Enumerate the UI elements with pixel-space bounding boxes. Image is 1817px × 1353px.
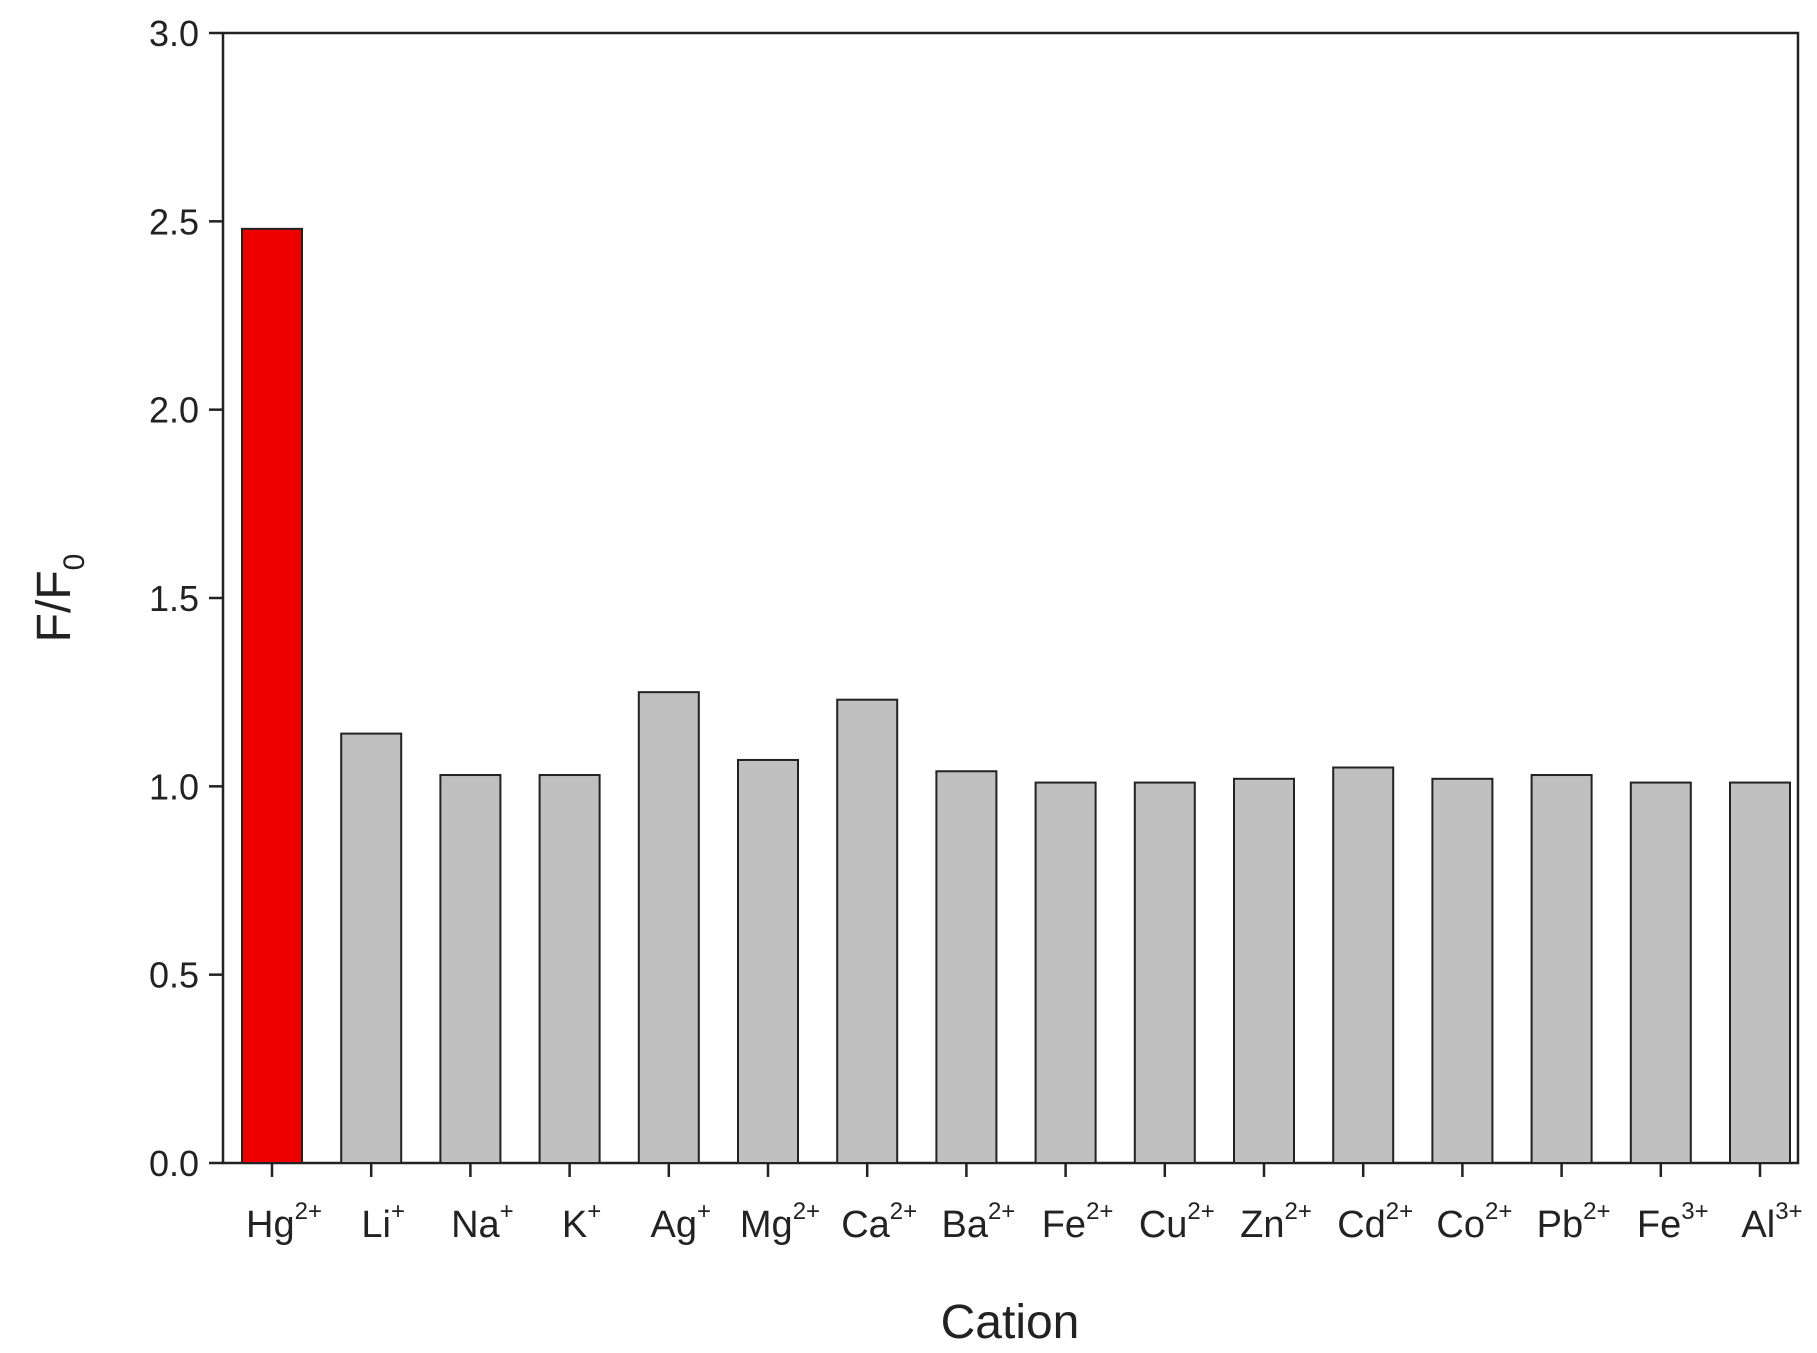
x-tick-label-charge: + [391,1198,405,1225]
x-tick-label: Na+ [451,1198,514,1246]
bar [836,698,899,1164]
bar [241,227,303,1165]
bar [737,758,799,1164]
bar [1431,777,1494,1164]
x-tick-label-base: Na [451,1204,500,1246]
y-tick-label: 0.0 [149,1143,199,1184]
x-tick-label-charge: 2+ [890,1198,917,1225]
x-tick-label-base: Cu [1139,1204,1188,1246]
x-tick-label-base: Ca [841,1204,890,1246]
x-tick-label-charge: + [587,1198,601,1225]
x-tick-label: Cd2+ [1337,1198,1413,1246]
x-axis-title: Cation [941,1296,1080,1349]
x-tick-label-base: Hg [246,1204,295,1246]
x-tick-label: Fe2+ [1042,1198,1114,1246]
x-tick-label-base: Zn [1240,1204,1284,1246]
y-axis-title: F/F0 [28,554,91,643]
y-axis-title-main: F/F [28,570,81,642]
x-tick-label-charge: 2+ [988,1198,1015,1225]
x-tick-label: Ca2+ [841,1198,917,1246]
bars [241,227,1791,1165]
x-tick-label: Pb2+ [1537,1198,1611,1246]
x-tick-label-base: Co [1436,1204,1485,1246]
x-tick-label-charge: 2+ [1086,1198,1113,1225]
x-tick-label-base: Mg [740,1204,793,1246]
x-tick-label-base: Fe [1042,1204,1086,1246]
x-tick-label-base: Ag [651,1204,697,1246]
bar [1332,766,1395,1164]
x-tick-label-base: Fe [1637,1204,1681,1246]
x-tick-label: Ba2+ [941,1198,1015,1246]
x-tick-label-charge: 2+ [793,1198,820,1225]
x-tick-label: Al3+ [1741,1198,1802,1246]
bar [340,732,403,1164]
x-tick-label: K+ [562,1198,601,1246]
x-tick-label-base: Pb [1537,1204,1583,1246]
bar [1034,781,1097,1164]
x-tick-label-base: K [562,1204,587,1246]
bar [538,774,601,1164]
x-tick-label-charge: 2+ [1187,1198,1214,1225]
x-tick-label: Ag+ [651,1198,712,1246]
x-tick-label-charge: 2+ [1284,1198,1311,1225]
x-tick-label-base: Li [361,1204,391,1246]
x-tick-label-base: Al [1741,1204,1775,1246]
x-axis: Hg2+ Li+ Na+ K+ Ag+ Mg2+ Ca2+ Ba2+ Fe2+ Cu2+ Zn2+ C… [246,1163,1803,1246]
x-tick-label-base: Ba [941,1204,988,1246]
bar [1629,781,1692,1164]
x-tick-label: Zn2+ [1240,1198,1312,1246]
x-tick-label-charge: 2+ [1485,1198,1512,1225]
bar [1133,781,1196,1164]
y-tick-label: 3.0 [149,13,199,54]
y-tick-label: 2.0 [149,390,199,431]
y-tick-label: 2.5 [149,201,199,242]
x-tick-label-charge: + [500,1198,514,1225]
bar [1530,774,1593,1164]
bar [1729,781,1791,1164]
x-tick-label: Fe3+ [1637,1198,1709,1246]
x-tick-label: Co2+ [1436,1198,1512,1246]
x-tick-label-base: Cd [1337,1204,1386,1246]
x-tick-label-charge: + [697,1198,711,1225]
x-tick-label: Cu2+ [1139,1198,1215,1246]
bar [439,774,502,1164]
x-tick-label: Mg2+ [740,1198,820,1246]
bar [1233,777,1295,1164]
y-axis-title-subscript: 0 [58,554,91,571]
bar [637,691,700,1165]
bar [935,770,998,1164]
y-tick-label: 1.5 [149,578,199,619]
x-tick-label-charge: 2+ [1583,1198,1610,1225]
x-tick-label: Li+ [361,1198,405,1246]
x-tick-label: Hg2+ [246,1198,322,1246]
y-tick-label: 0.5 [149,955,199,996]
y-tick-label: 1.0 [149,766,199,807]
x-tick-label-charge: 3+ [1775,1198,1802,1225]
x-tick-label-charge: 2+ [1386,1198,1413,1225]
y-axis: 0.0 0.5 1.0 1.5 2.0 2.5 3.0 [149,13,223,1184]
x-tick-label-charge: 2+ [295,1198,322,1225]
x-tick-label-charge: 3+ [1681,1198,1708,1225]
